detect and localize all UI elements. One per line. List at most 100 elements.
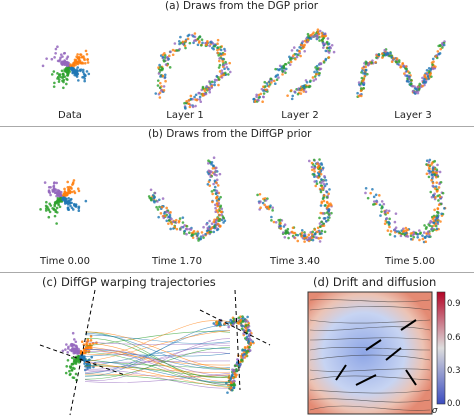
panel-label-time-0: Time 0.00 [40,256,90,267]
point [390,60,394,64]
point [280,65,284,69]
point [168,54,171,58]
point [303,234,307,238]
point [191,105,195,109]
streamline [309,299,431,303]
point [324,49,328,53]
point [284,71,287,75]
point [306,38,310,42]
point [55,181,58,185]
point [272,220,276,224]
point [216,46,220,49]
point [427,77,430,81]
point [264,88,268,92]
time-0-scatter [39,179,88,225]
point [286,227,290,231]
point [72,351,76,355]
point [298,46,301,49]
point [59,56,62,60]
point [437,203,441,207]
point [427,160,431,164]
point [325,40,329,44]
point [185,224,189,228]
point [313,75,317,78]
panel-label-data: Data [58,110,82,121]
point [388,54,391,58]
point [63,69,66,73]
point [198,98,202,101]
point [230,388,233,392]
point [330,43,334,47]
point [217,78,221,81]
point [207,162,210,165]
point [74,61,77,65]
point [393,228,397,232]
point [435,190,439,193]
point [390,55,394,59]
point [316,67,319,71]
point [183,229,187,233]
point [61,349,65,353]
point [196,43,200,47]
point [224,60,227,64]
point [206,182,210,186]
point [218,59,221,63]
point [322,199,326,203]
point [195,98,199,102]
point [219,210,223,214]
point [383,222,387,226]
point [318,222,322,225]
point [421,234,424,237]
drift-arrows [335,319,417,386]
point [59,75,62,78]
trajectory [84,362,231,389]
point [77,206,81,210]
point [441,46,444,49]
point [57,203,60,207]
point [309,79,312,83]
point [379,214,382,217]
point [298,51,302,55]
point [82,55,85,58]
point [314,184,318,188]
colorbar-tick-0.0: 0.0 [447,399,461,409]
point [306,238,309,242]
point [234,375,238,379]
point [361,66,364,70]
point [74,372,78,376]
dgp-prior-plots [41,28,446,110]
point [322,46,325,49]
point [404,229,408,232]
point [181,216,185,219]
point [56,200,59,204]
point [70,369,74,372]
point [236,321,240,325]
point [320,38,324,42]
point [205,229,209,233]
point [312,158,316,162]
point [374,193,378,197]
point [183,44,187,48]
point [265,82,269,85]
point [279,222,282,225]
point [425,68,429,72]
point [175,227,179,231]
point [216,211,220,214]
point [69,201,72,204]
point [160,89,163,92]
point [362,72,365,75]
point [323,32,327,35]
point [52,208,56,211]
point [204,232,207,236]
point [286,94,289,97]
point [436,194,440,198]
point [196,232,200,235]
point [186,34,190,38]
point [204,87,208,90]
point [158,96,162,99]
point [380,200,384,203]
point [208,184,212,187]
point [410,78,413,82]
point [294,57,297,61]
point [315,182,319,186]
